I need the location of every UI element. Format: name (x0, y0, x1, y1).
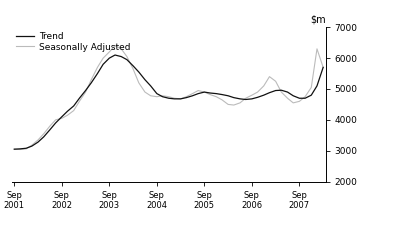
Legend: Trend, Seasonally Adjusted: Trend, Seasonally Adjusted (16, 32, 131, 52)
Text: $m: $m (310, 14, 326, 24)
